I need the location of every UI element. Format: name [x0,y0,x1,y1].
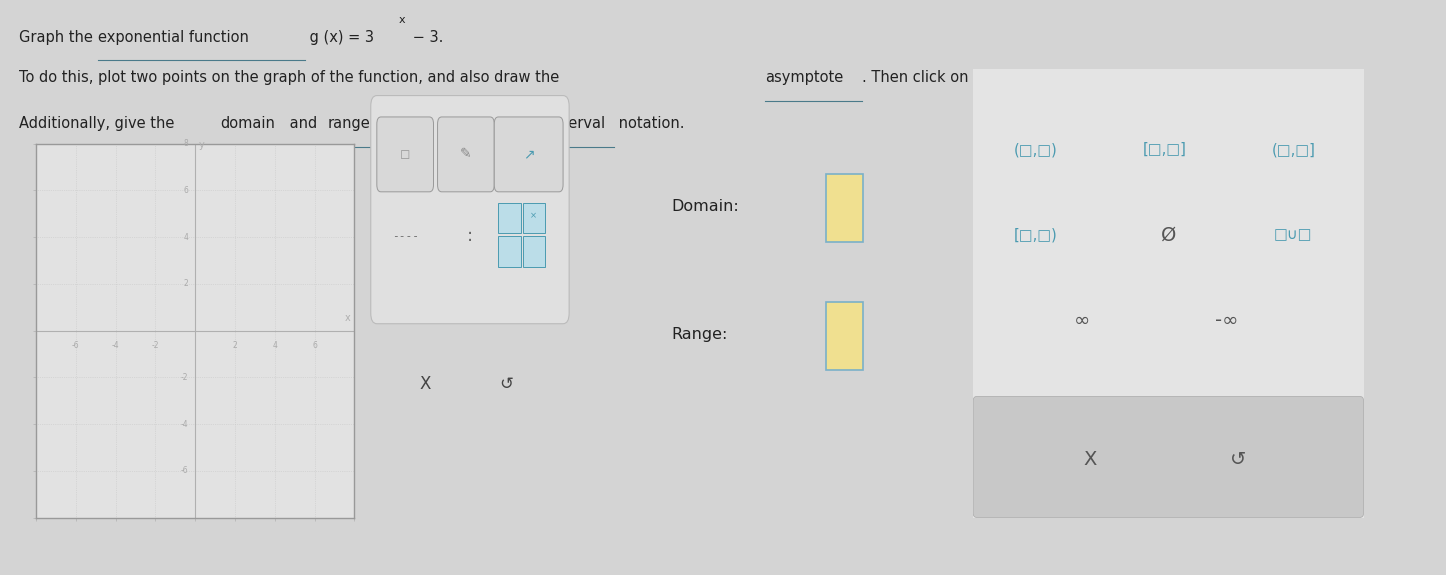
Text: range: range [327,116,370,131]
Text: -6: -6 [181,466,188,476]
Text: ↺: ↺ [1231,450,1246,469]
Text: -4: -4 [111,341,120,350]
Text: 8: 8 [184,139,188,148]
Text: 2: 2 [233,341,237,350]
Text: -6: -6 [72,341,80,350]
Text: x: x [398,15,405,25]
FancyBboxPatch shape [499,236,521,267]
FancyBboxPatch shape [370,95,570,324]
Text: y: y [200,140,205,151]
Text: of the function using: of the function using [379,116,539,131]
FancyBboxPatch shape [826,174,863,242]
Text: -2: -2 [181,373,188,382]
Text: -4: -4 [181,420,188,428]
Text: To do this, plot two points on the graph of the function, and also draw the: To do this, plot two points on the graph… [19,70,564,85]
Text: 6: 6 [184,186,188,195]
Text: notation.: notation. [613,116,684,131]
Text: ×: × [531,212,538,220]
Text: ↗: ↗ [523,147,535,162]
Text: Graph the: Graph the [19,30,97,45]
Text: Ø: Ø [1161,225,1176,244]
Text: 6: 6 [312,341,317,350]
Text: exponential function: exponential function [98,30,249,45]
FancyBboxPatch shape [377,117,434,192]
FancyBboxPatch shape [969,64,1368,522]
Text: ↺: ↺ [499,375,513,393]
Text: [□,□): [□,□) [1014,228,1057,243]
Text: g (x) = 3: g (x) = 3 [305,30,375,45]
Text: ----: ---- [392,231,419,241]
Text: -2: -2 [152,341,159,350]
Text: domain: domain [220,116,275,131]
Text: ◻: ◻ [401,148,411,161]
Text: (□,□): (□,□) [1014,142,1057,157]
Text: -∞: -∞ [1215,310,1239,329]
Text: 4: 4 [184,233,188,242]
Text: □∪□: □∪□ [1274,228,1313,243]
Text: Range:: Range: [671,327,727,342]
Text: X: X [1083,450,1098,469]
Text: 4: 4 [272,341,278,350]
Text: asymptote: asymptote [765,70,843,85]
FancyBboxPatch shape [522,202,545,233]
FancyBboxPatch shape [495,117,562,192]
Text: :: : [467,227,473,246]
Text: x: x [344,313,350,323]
FancyBboxPatch shape [522,236,545,267]
Text: interval: interval [549,116,606,131]
Text: . Then click on the graph-a-function button.: . Then click on the graph-a-function but… [862,70,1181,85]
Text: [□,□]: [□,□] [1142,142,1186,157]
FancyBboxPatch shape [826,302,863,370]
FancyBboxPatch shape [499,202,521,233]
Text: Additionally, give the: Additionally, give the [19,116,178,131]
Text: X: X [419,375,431,393]
Text: ∞: ∞ [1074,310,1090,329]
Text: 2: 2 [184,279,188,289]
FancyBboxPatch shape [438,117,495,192]
Text: and: and [285,116,322,131]
Text: − 3.: − 3. [408,30,444,45]
Text: (□,□]: (□,□] [1271,142,1316,157]
Text: ✎: ✎ [460,147,471,162]
FancyBboxPatch shape [973,396,1364,518]
Text: Domain:: Domain: [671,198,739,213]
